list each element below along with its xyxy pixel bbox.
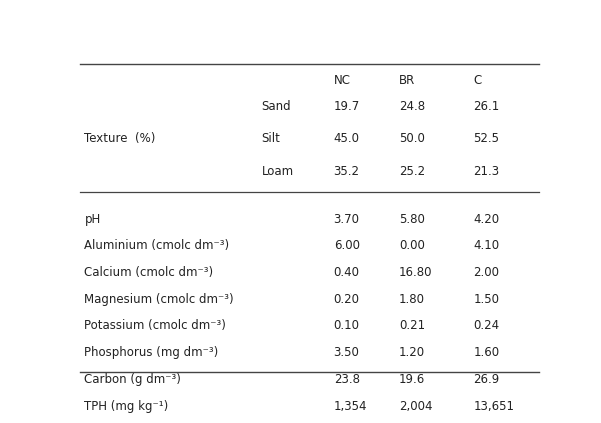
Text: Loam: Loam: [261, 165, 293, 178]
Text: 19.6: 19.6: [399, 373, 425, 386]
Text: 4.20: 4.20: [474, 213, 499, 225]
Text: Texture  (%): Texture (%): [84, 132, 156, 145]
Text: 3.50: 3.50: [334, 346, 359, 359]
Text: 0.40: 0.40: [334, 266, 359, 279]
Text: 35.2: 35.2: [334, 165, 359, 178]
Text: Potassium (cmolc dm⁻³): Potassium (cmolc dm⁻³): [84, 319, 227, 332]
Text: pH: pH: [84, 213, 101, 225]
Text: 26.1: 26.1: [474, 100, 499, 113]
Text: 1.60: 1.60: [474, 346, 499, 359]
Text: 13,651: 13,651: [474, 400, 514, 412]
Text: 26.9: 26.9: [474, 373, 499, 386]
Text: 0.21: 0.21: [399, 319, 425, 332]
Text: 23.8: 23.8: [334, 373, 359, 386]
Text: 25.2: 25.2: [399, 165, 425, 178]
Text: 2,004: 2,004: [399, 400, 432, 412]
Text: Phosphorus (mg dm⁻³): Phosphorus (mg dm⁻³): [84, 346, 219, 359]
Text: 52.5: 52.5: [474, 132, 499, 145]
Text: 24.8: 24.8: [399, 100, 425, 113]
Text: 3.70: 3.70: [334, 213, 359, 225]
Text: 50.0: 50.0: [399, 132, 425, 145]
Text: 0.24: 0.24: [474, 319, 499, 332]
Text: Aluminium (cmolc dm⁻³): Aluminium (cmolc dm⁻³): [84, 239, 230, 253]
Text: Silt: Silt: [261, 132, 280, 145]
Text: TPH (mg kg⁻¹): TPH (mg kg⁻¹): [84, 400, 169, 412]
Text: 1.80: 1.80: [399, 293, 425, 306]
Text: Calcium (cmolc dm⁻³): Calcium (cmolc dm⁻³): [84, 266, 213, 279]
Text: 1.50: 1.50: [474, 293, 499, 306]
Text: 1,354: 1,354: [334, 400, 367, 412]
Text: 0.10: 0.10: [334, 319, 359, 332]
Text: C: C: [474, 74, 481, 87]
Text: Carbon (g dm⁻³): Carbon (g dm⁻³): [84, 373, 182, 386]
Text: Magnesium (cmolc dm⁻³): Magnesium (cmolc dm⁻³): [84, 293, 234, 306]
Text: 16.80: 16.80: [399, 266, 432, 279]
Text: BR: BR: [399, 74, 415, 87]
Text: 6.00: 6.00: [334, 239, 359, 253]
Text: 0.00: 0.00: [399, 239, 425, 253]
Text: 0.20: 0.20: [334, 293, 359, 306]
Text: 4.10: 4.10: [474, 239, 499, 253]
Text: 1.20: 1.20: [399, 346, 425, 359]
Text: Sand: Sand: [261, 100, 291, 113]
Text: NC: NC: [334, 74, 350, 87]
Text: 19.7: 19.7: [334, 100, 360, 113]
Text: 45.0: 45.0: [334, 132, 359, 145]
Text: 2.00: 2.00: [474, 266, 499, 279]
Text: 5.80: 5.80: [399, 213, 425, 225]
Text: 21.3: 21.3: [474, 165, 499, 178]
